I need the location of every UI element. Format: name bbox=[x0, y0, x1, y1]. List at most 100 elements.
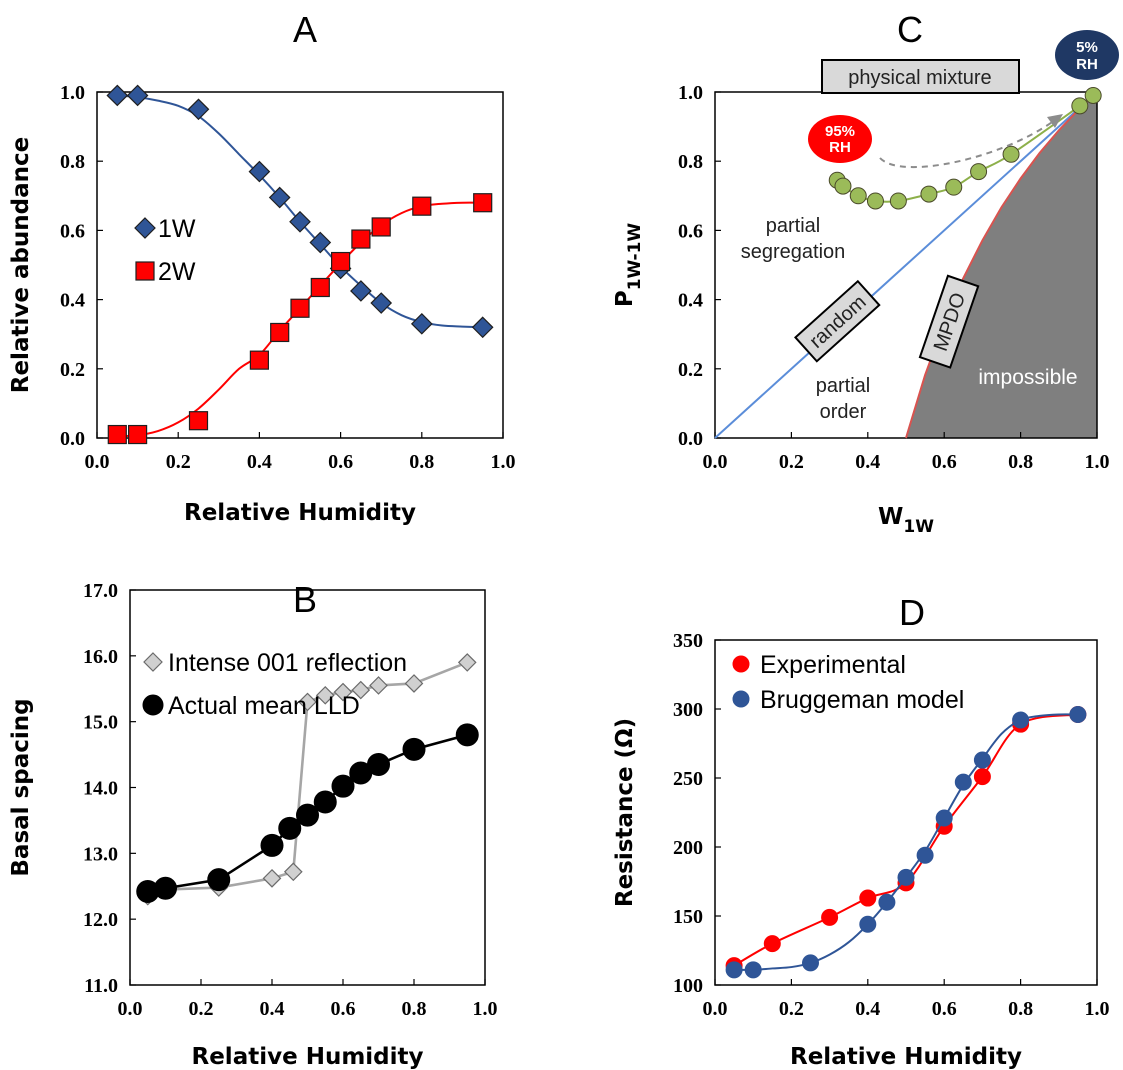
data-point bbox=[310, 277, 330, 298]
x-axis-title-main: Relative Humidity bbox=[790, 1044, 1022, 1070]
data-point bbox=[897, 868, 915, 886]
x-axis-title-subscript: 1W bbox=[903, 517, 934, 537]
y-axis-title-subscript: 1W-1W bbox=[625, 223, 645, 291]
badge-95rh-line2: RH bbox=[829, 139, 851, 156]
x-tick-label: 1.0 bbox=[1085, 998, 1110, 1020]
data-point bbox=[270, 322, 290, 343]
x-tick-label: 0.6 bbox=[328, 451, 353, 473]
random-label-box: random bbox=[794, 279, 881, 363]
data-point bbox=[278, 816, 302, 840]
data-point bbox=[290, 298, 310, 318]
legend-label-bruggeman: Bruggeman model bbox=[760, 686, 964, 714]
data-point bbox=[249, 350, 269, 370]
data-point bbox=[333, 682, 353, 702]
legend-marker-1w bbox=[134, 217, 156, 239]
data-point bbox=[973, 768, 991, 786]
x-tick-label: 0.2 bbox=[166, 451, 191, 473]
panel-c: C0.0 0.2 0.4 0.6 0.8 1.00.00.20.40.60.81.0W1W… bbox=[612, 9, 1119, 537]
partial-segregation-line1: partial bbox=[766, 215, 820, 237]
x-axis-title: W1W bbox=[878, 504, 934, 537]
y-tick-label: 0.2 bbox=[678, 359, 703, 381]
legend-label-2w: 2W bbox=[158, 258, 196, 286]
data-point bbox=[128, 424, 148, 445]
x-tick-label: 0.0 bbox=[703, 998, 728, 1020]
data-point bbox=[1012, 711, 1030, 729]
x-tick-label: 0.4 bbox=[855, 998, 880, 1020]
data-point bbox=[973, 751, 991, 769]
data-point bbox=[367, 752, 390, 776]
data-point bbox=[455, 723, 479, 747]
data-point bbox=[1071, 97, 1089, 115]
x-tick-label: 0.4 bbox=[855, 451, 880, 473]
data-point bbox=[935, 809, 953, 827]
y-axis-title: P1W-1W bbox=[612, 223, 645, 308]
y-axis-title: Resistance (Ω) bbox=[612, 718, 638, 907]
x-axis-title-main: Relative Humidity bbox=[192, 1044, 424, 1070]
y-tick-label: 0.6 bbox=[678, 220, 703, 242]
series-line bbox=[734, 713, 1078, 971]
legend: Intense 001 reflection Actual mean LLD bbox=[142, 649, 407, 720]
x-axis-title-main: Relative Humidity bbox=[184, 500, 416, 526]
y-axis-title: Relative abundance bbox=[8, 137, 34, 394]
y-tick-label: 300 bbox=[673, 699, 703, 721]
data-point bbox=[859, 889, 877, 907]
physical-mixture-box bbox=[821, 59, 1020, 94]
legend-marker-actual bbox=[142, 694, 164, 716]
x-axis-title: Relative Humidity bbox=[192, 1044, 424, 1070]
data-point bbox=[351, 680, 371, 700]
y-tick-label: 17.0 bbox=[83, 580, 118, 602]
series-random bbox=[714, 91, 1098, 439]
panel-b: B 0.0 0.2 0.4 0.6 0.8 1.0 11.0 12.0 13.0 14.0 15.0 1… bbox=[8, 579, 498, 1070]
data-point bbox=[878, 893, 896, 911]
y-tick-label: 0.4 bbox=[60, 290, 85, 312]
legend-marker-2w bbox=[135, 261, 155, 281]
y-tick-label: 250 bbox=[673, 768, 703, 790]
data-point bbox=[916, 846, 934, 864]
series-bruggeman-model bbox=[725, 706, 1087, 979]
panel-d: D 0.0 0.2 0.4 0.6 0.8 1.0 100 150 200 250 300 350 Rel… bbox=[612, 592, 1110, 1070]
data-point bbox=[404, 674, 424, 693]
series-1w bbox=[106, 84, 494, 339]
data-point bbox=[369, 676, 388, 695]
data-point bbox=[283, 862, 303, 882]
data-point bbox=[457, 653, 477, 672]
data-point bbox=[248, 160, 271, 183]
data-point bbox=[331, 251, 351, 272]
data-point bbox=[744, 961, 762, 979]
data-point bbox=[725, 961, 743, 979]
y-axis-title-main: Relative abundance bbox=[8, 137, 34, 394]
y-tick-label: 0.4 bbox=[678, 290, 703, 312]
y-tick-label: 0.0 bbox=[60, 428, 85, 450]
badge-5rh bbox=[1055, 30, 1119, 80]
y-tick-label: 0.2 bbox=[60, 359, 85, 381]
x-tick-label: 0.6 bbox=[932, 451, 957, 473]
series-data bbox=[828, 86, 1102, 210]
plot-frame bbox=[96, 91, 504, 439]
data-point bbox=[188, 411, 209, 431]
data-point bbox=[309, 231, 332, 254]
data-point bbox=[889, 192, 907, 210]
x-tick-label: 0.6 bbox=[331, 998, 356, 1020]
data-point bbox=[187, 98, 210, 121]
series-actual-mean-lld bbox=[136, 723, 479, 904]
data-point bbox=[370, 292, 393, 314]
y-tick-label: 16.0 bbox=[83, 646, 118, 668]
series-2w bbox=[107, 193, 493, 445]
x-tick-label: 0.8 bbox=[1008, 451, 1033, 473]
x-tick-label: 0.4 bbox=[247, 451, 272, 473]
x-tick-label: 1.0 bbox=[1085, 451, 1110, 473]
y-tick-label: 0.6 bbox=[60, 220, 85, 242]
data-point bbox=[351, 229, 371, 249]
series-line bbox=[714, 91, 1098, 439]
data-point bbox=[313, 790, 337, 814]
y-axis-title-main: Basal spacing bbox=[8, 698, 34, 876]
panel-letter: D bbox=[899, 592, 925, 633]
data-point bbox=[107, 424, 127, 445]
y-tick-label: 1.0 bbox=[60, 82, 85, 104]
data-point bbox=[473, 193, 493, 213]
badge-5rh-line1: 5% bbox=[1076, 39, 1098, 56]
y-tick-label: 0.0 bbox=[678, 428, 703, 450]
partial-segregation-line2: segregation bbox=[741, 241, 846, 263]
data-point bbox=[834, 177, 852, 195]
badge-95rh bbox=[808, 115, 872, 163]
